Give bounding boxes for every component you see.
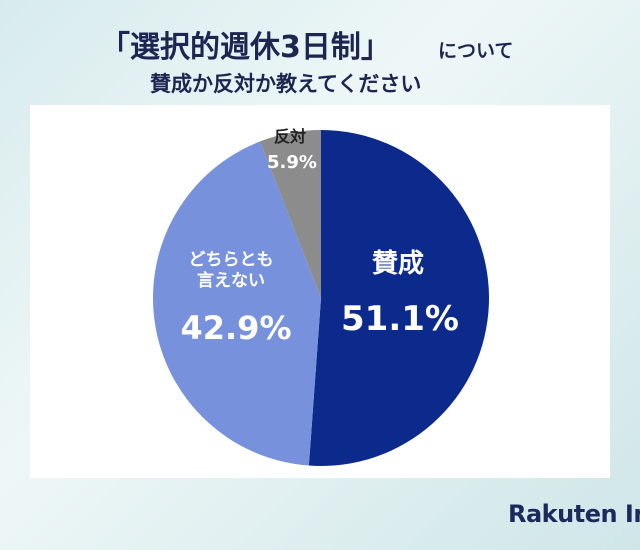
title: 「選択的週休3日制」 xyxy=(100,30,391,65)
brand: Rakuten In xyxy=(508,500,640,528)
value-label: 5.9% xyxy=(267,152,317,173)
value-label: 42.9% xyxy=(180,309,292,347)
slice-label: 賛成 xyxy=(371,249,424,279)
title-suffix: について xyxy=(438,40,514,62)
slice-label: 反対 xyxy=(273,127,306,146)
subtitle: 賛成か反対か教えてください xyxy=(150,72,422,96)
pie-slice xyxy=(308,130,489,466)
value-label: 51.1% xyxy=(341,299,459,339)
pie-slice xyxy=(260,130,321,298)
pie-slice xyxy=(152,141,321,466)
slice-label: どちらとも言えない xyxy=(188,250,274,292)
